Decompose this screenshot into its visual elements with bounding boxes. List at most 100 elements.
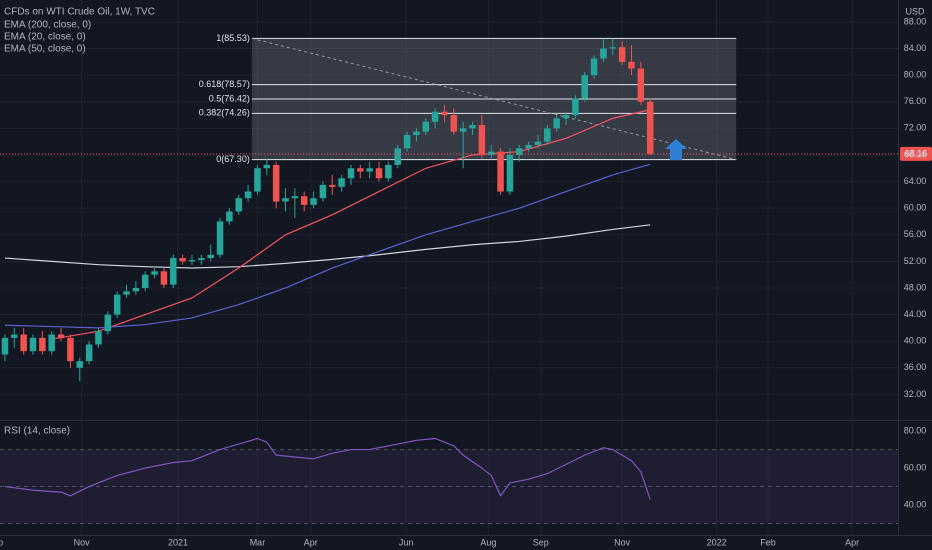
- candle-body: [385, 164, 392, 179]
- x-tick-label: Nov: [614, 537, 631, 547]
- candle-body: [141, 274, 149, 288]
- candle-body: [469, 125, 476, 129]
- fib-trend: [251, 37, 737, 161]
- x-tick-label: Nov: [74, 537, 91, 547]
- ema-line: [51, 109, 651, 340]
- y-tick-label: 48.00: [904, 282, 927, 292]
- candle-body: [85, 344, 93, 362]
- y-tick-label: 56.00: [904, 229, 927, 239]
- candle-body: [113, 294, 121, 315]
- legend-entry: EMA (20, close, 0): [4, 32, 86, 43]
- candle-body: [151, 271, 158, 275]
- candle-body: [637, 68, 645, 102]
- candle-body: [506, 154, 514, 192]
- candle-body: [609, 47, 617, 49]
- candle-body: [478, 125, 486, 155]
- y-tick-label: 32.00: [904, 389, 927, 399]
- candle-body: [366, 168, 373, 172]
- candle-body: [132, 287, 140, 292]
- candle-body: [216, 221, 224, 255]
- candle-body: [235, 198, 242, 212]
- x-tick-label: Jun: [399, 537, 414, 547]
- candle-body: [403, 135, 411, 149]
- candle-body: [254, 168, 261, 192]
- x-tick-label: Aug: [480, 537, 496, 547]
- candle-body: [48, 334, 55, 352]
- candle-body: [123, 291, 130, 295]
- legend-entry: EMA (200, close, 0): [4, 20, 91, 31]
- x-tick-label: Apr: [304, 537, 318, 547]
- rsi-line: [4, 437, 651, 500]
- candle-body: [394, 148, 401, 165]
- candle-body: [646, 101, 654, 154]
- fib-label: 0.618(78.57): [199, 79, 250, 89]
- candle-body: [104, 314, 112, 332]
- rsi-tick-label: 80.00: [904, 425, 927, 435]
- y-tick-label: 76.00: [904, 96, 927, 106]
- y-tick-label: 52.00: [904, 256, 927, 266]
- last-price-label: 68.16: [905, 148, 928, 158]
- candle-body: [525, 144, 532, 149]
- candle-body: [11, 334, 18, 338]
- candle-body: [347, 168, 355, 179]
- candle-body: [422, 121, 430, 132]
- arrow-up: [665, 139, 687, 160]
- candle-body: [310, 198, 317, 205]
- candle-body: [441, 111, 448, 116]
- x-tick-label: Mar: [250, 537, 266, 547]
- candle-body: [170, 258, 177, 285]
- fibonacci: 1(85.53) 0.618(78.57) 0.5(76.42) 0.382(74.2…: [199, 33, 737, 164]
- candle-body: [226, 211, 233, 222]
- candle-body: [600, 48, 607, 59]
- candle-body: [487, 151, 495, 155]
- candle-body: [160, 271, 168, 285]
- rsi-tick-label: 40.00: [904, 499, 927, 509]
- candle-body: [272, 164, 280, 202]
- y-tick-label: 68.00: [904, 149, 927, 159]
- candle-body: [282, 198, 289, 202]
- x-tick-label: Feb: [760, 537, 776, 547]
- candle-body: [618, 47, 626, 62]
- rsi-title: RSI (14, close): [4, 426, 70, 437]
- ema-line: [4, 224, 651, 269]
- x-tick-label: Sep: [0, 537, 3, 547]
- y-tick-label: 80.00: [904, 70, 927, 80]
- y-tick-label: 60.00: [904, 203, 927, 213]
- candle-body: [57, 334, 65, 338]
- rsi-tick-label: 60.00: [904, 462, 927, 472]
- candle-body: [357, 168, 364, 172]
- candle-body: [244, 191, 252, 199]
- fib-label: 1(85.53): [216, 33, 250, 43]
- candle-body: [431, 111, 439, 122]
- fib-label: 0.382(74.26): [199, 108, 250, 118]
- candle-body: [328, 184, 336, 187]
- candle-body: [413, 131, 420, 136]
- y-tick-label: 84.00: [904, 43, 927, 53]
- y-tick-label: 40.00: [904, 336, 927, 346]
- candle-body: [497, 151, 504, 192]
- candle-body: [628, 61, 635, 69]
- candle-body: [516, 148, 523, 155]
- y-tick-label: 72.00: [904, 123, 927, 133]
- fib-label: 0.5(76.42): [209, 93, 250, 103]
- y-tick-label: 44.00: [904, 309, 927, 319]
- candle-body: [562, 115, 570, 119]
- candle-body: [459, 128, 467, 132]
- x-tick-label: 2022: [707, 537, 727, 547]
- x-tick-label: Apr: [845, 537, 859, 547]
- candle-body: [95, 331, 102, 345]
- currency-label: USD: [905, 6, 925, 16]
- candle-body: [534, 141, 542, 145]
- candle-body: [29, 337, 37, 352]
- candle-body: [291, 196, 299, 199]
- candle-body: [207, 254, 214, 259]
- candle-body: [20, 334, 27, 352]
- x-tick-label: 2021: [168, 537, 188, 547]
- indicators: [4, 109, 651, 500]
- overlay: 68.16: [0, 146, 932, 161]
- candle-body: [198, 258, 205, 261]
- candle-body: [590, 58, 598, 76]
- candle-body: [1, 337, 9, 355]
